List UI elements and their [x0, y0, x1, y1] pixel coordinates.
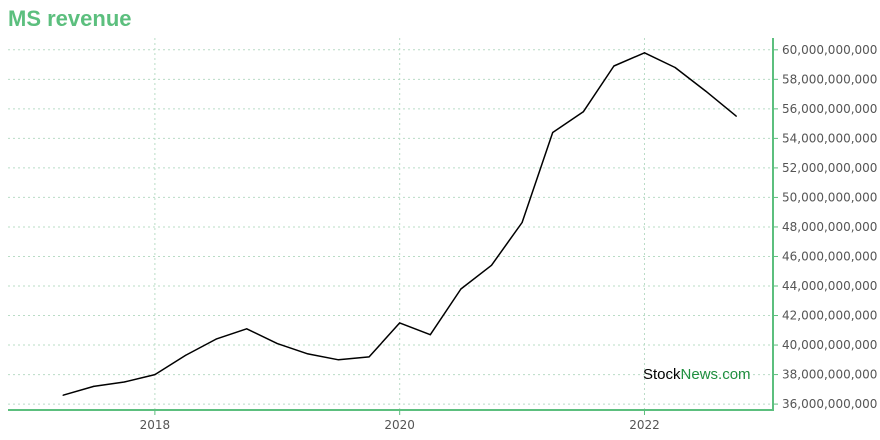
data-point [643, 52, 646, 54]
data-point [552, 131, 554, 134]
y-tick-label: 38,000,000,000 [782, 368, 877, 382]
data-point [582, 111, 584, 113]
axes [8, 38, 778, 415]
data-point [429, 334, 431, 336]
y-tick-label: 40,000,000,000 [782, 338, 877, 352]
data-point [93, 385, 95, 387]
data-point [154, 373, 156, 376]
series-layer [62, 52, 737, 396]
data-point [276, 342, 278, 345]
data-point [62, 394, 64, 396]
data-point [399, 322, 401, 324]
data-point [337, 359, 340, 361]
data-point [307, 353, 309, 355]
chart-title: MS revenue [8, 6, 132, 31]
y-tick-label: 46,000,000,000 [782, 249, 877, 263]
data-point [246, 328, 248, 330]
y-tick-label: 36,000,000,000 [782, 397, 877, 411]
data-point [521, 221, 523, 224]
x-tick-label: 2022 [629, 418, 660, 432]
watermark: StockNews.com [643, 366, 751, 383]
watermark-news: News.com [681, 366, 751, 383]
x-tick-labels: 2018 2020 2022 [140, 418, 660, 432]
data-point [613, 65, 615, 67]
data-point [368, 356, 370, 358]
y-tick-label: 58,000,000,000 [782, 72, 877, 86]
data-point [215, 338, 217, 340]
data-point [460, 288, 462, 290]
data-point [184, 354, 187, 356]
y-tick-label: 50,000,000,000 [782, 190, 877, 204]
x-tick-label: 2020 [384, 418, 415, 432]
y-tick-label: 42,000,000,000 [782, 309, 877, 323]
watermark-stock: Stock [643, 366, 681, 383]
y-tick-label: 56,000,000,000 [782, 102, 877, 116]
y-tick-label: 48,000,000,000 [782, 220, 877, 234]
data-point [490, 264, 493, 266]
data-point [705, 90, 707, 92]
y-tick-label: 52,000,000,000 [782, 161, 877, 175]
data-point [674, 66, 676, 69]
grid-vertical [154, 38, 645, 410]
y-tick-labels: 36,000,000,000 38,000,000,000 40,000,000,0… [782, 43, 877, 411]
y-tick-label: 44,000,000,000 [782, 279, 877, 293]
grid-horizontal [8, 49, 773, 405]
y-tick-label: 54,000,000,000 [782, 131, 877, 145]
x-tick-label: 2018 [140, 418, 171, 432]
y-tick-label: 60,000,000,000 [782, 43, 877, 57]
data-point [123, 381, 125, 383]
data-point [735, 115, 737, 117]
